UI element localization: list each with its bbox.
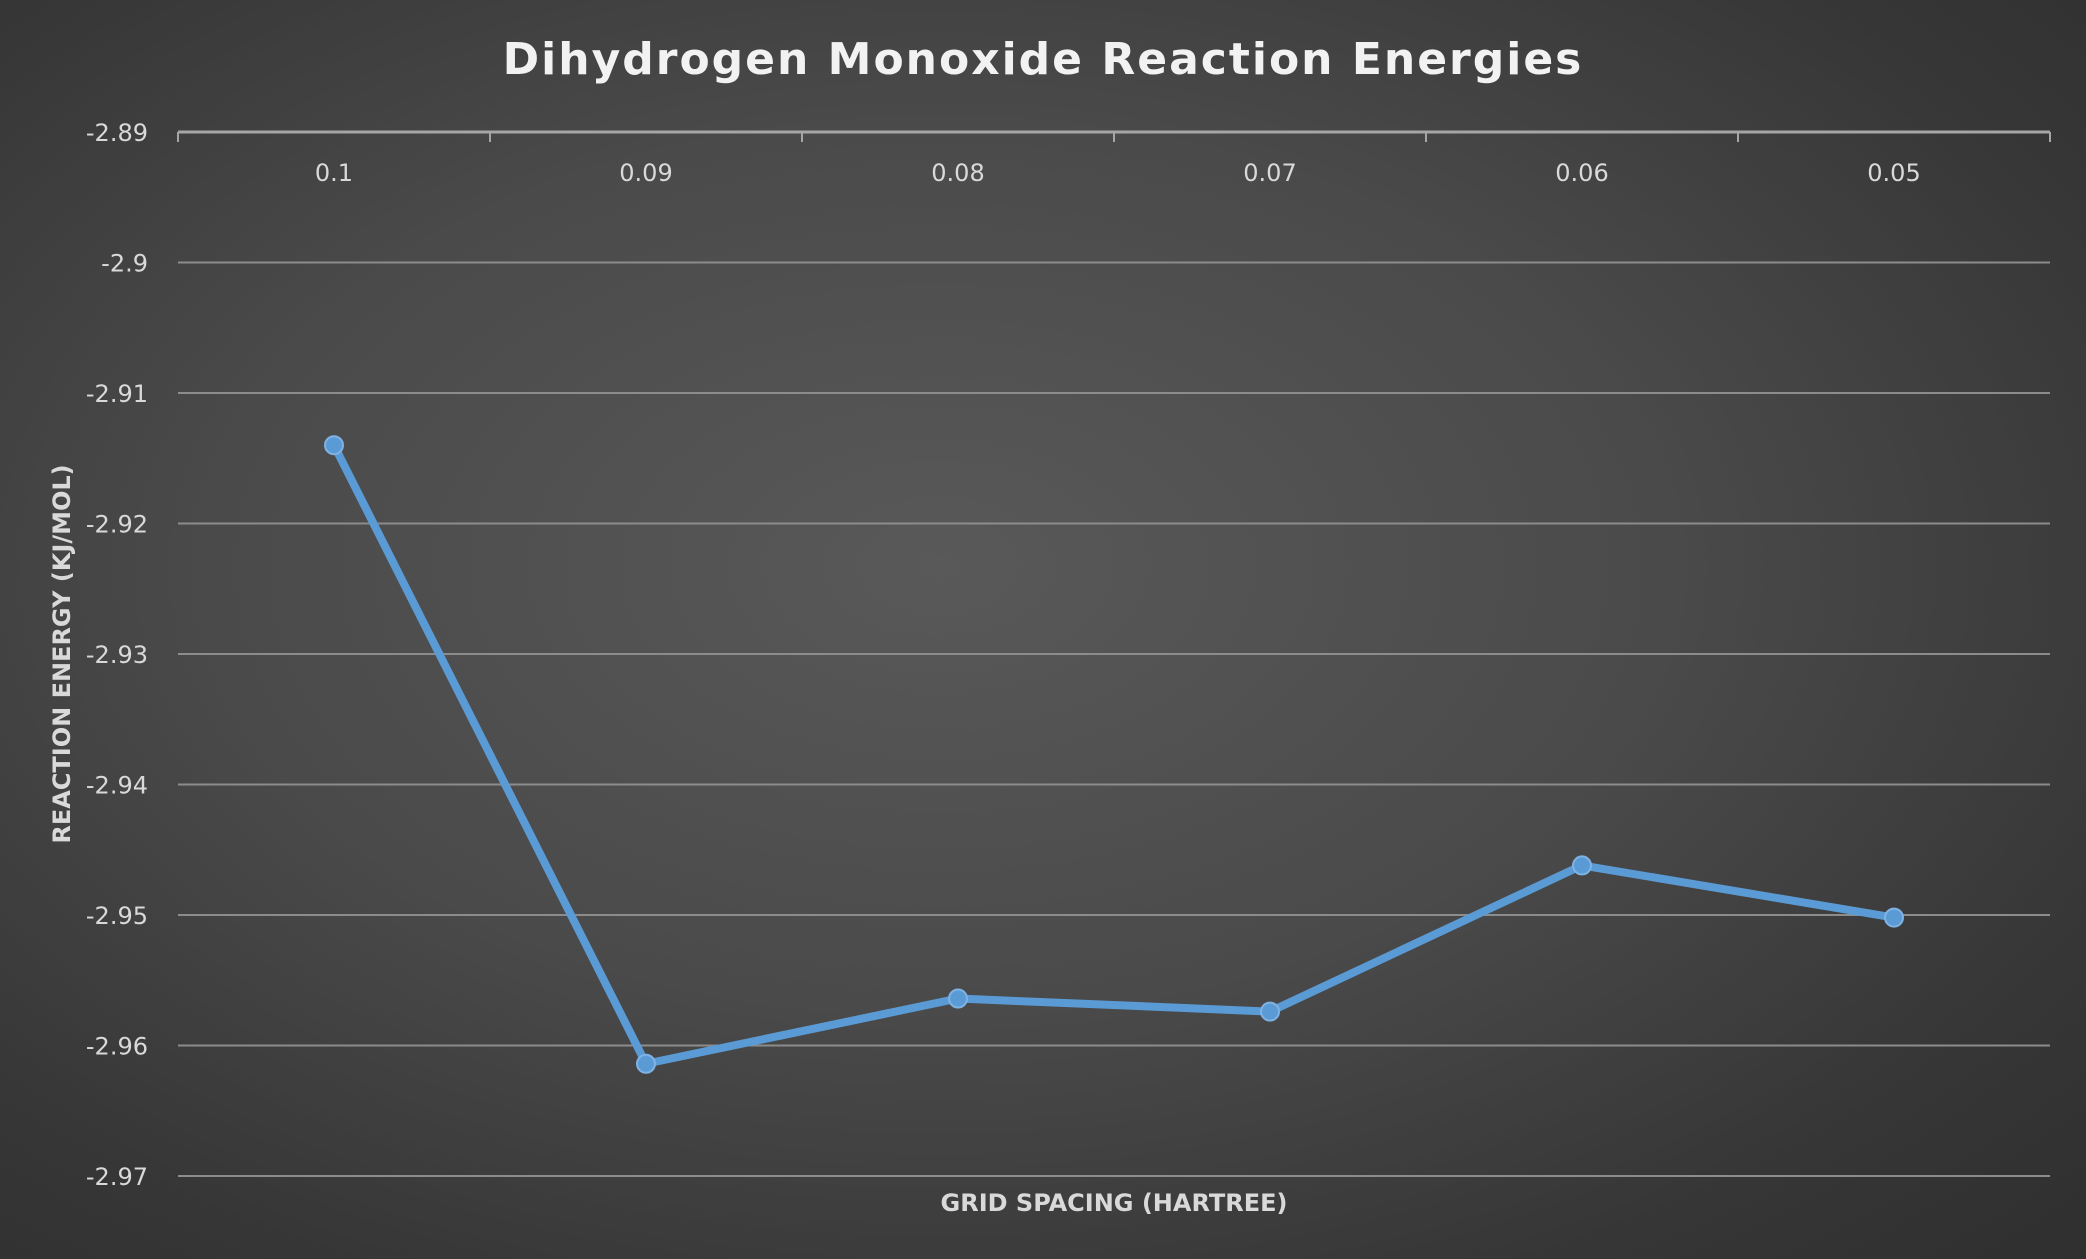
y-tick-label: -2.89 [86,119,148,147]
y-tick-label: -2.95 [86,902,148,930]
x-axis-title: GRID SPACING (HARTREE) [941,1189,1288,1217]
series-line [330,441,1898,1068]
x-tick-label: 0.09 [619,159,672,187]
series-layer [324,435,1904,1074]
data-point [1572,855,1592,876]
chart-title: Dihydrogen Monoxide Reaction Energies [503,34,1584,85]
y-tick-label: -2.93 [86,641,148,669]
y-tick-label: -2.92 [86,511,148,539]
y-tick-label: -2.94 [86,772,148,800]
x-tick-label: 0.07 [1243,159,1296,187]
y-tick-label: -2.96 [86,1033,148,1061]
x-tick-label: 0.1 [315,159,353,187]
data-point [1884,907,1904,928]
x-axis-tick-labels: 0.1 0.09 0.08 0.07 0.06 0.05 [315,159,1921,187]
y-tick-label: -2.91 [86,380,148,408]
y-tick-label: -2.97 [86,1163,148,1191]
data-point [324,435,344,456]
y-tick-label: -2.9 [101,250,148,278]
data-point [1260,1001,1280,1022]
data-point [636,1053,656,1074]
x-axis [177,130,2051,142]
y-axis-tick-labels: -2.89 -2.9 -2.91 -2.92 -2.93 -2.94 -2.95 -2.96 -… [86,119,148,1191]
y-axis-title: REACTION ENERGY (KJ/MOL) [48,464,76,843]
data-point [948,988,968,1009]
gridlines [178,261,2050,1177]
x-tick-label: 0.05 [1867,159,1920,187]
x-tick-label: 0.06 [1555,159,1608,187]
x-tick-label: 0.08 [931,159,984,187]
